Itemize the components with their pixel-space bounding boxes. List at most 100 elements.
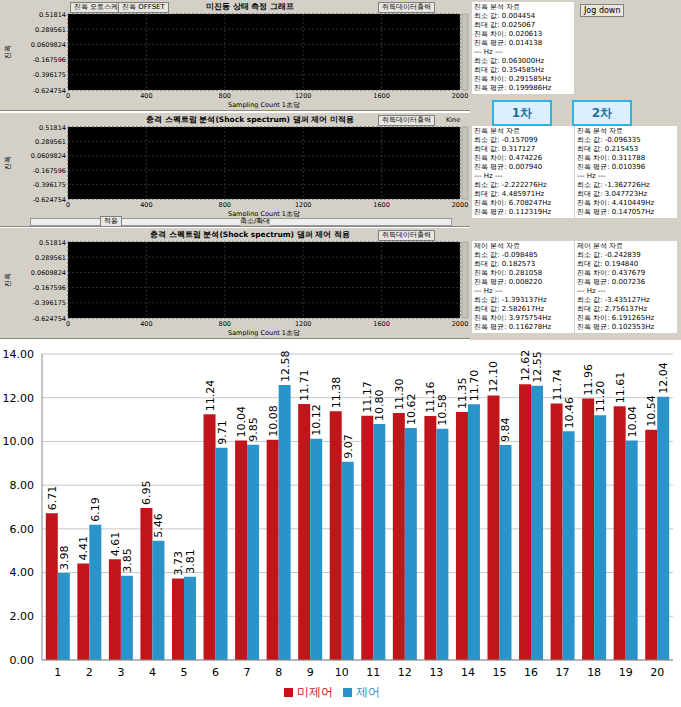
svg-text:11: 11 <box>366 666 380 679</box>
svg-text:11.20: 11.20 <box>594 381 607 413</box>
svg-text:6.19: 6.19 <box>89 497 102 522</box>
svg-text:-0.624754: -0.624754 <box>33 315 66 323</box>
svg-text:-0.396175: -0.396175 <box>33 181 66 189</box>
svg-text:0.0609824: 0.0609824 <box>31 152 66 160</box>
svg-text:12.04: 12.04 <box>657 362 670 394</box>
svg-text:20: 20 <box>650 666 664 679</box>
svg-text:12.00: 12.00 <box>8 392 34 405</box>
svg-text:0.289561: 0.289561 <box>35 26 66 34</box>
svg-text:3.85: 3.85 <box>121 548 134 573</box>
svg-text:8: 8 <box>275 666 282 679</box>
svg-text:-0.167596: -0.167596 <box>33 167 66 175</box>
svg-text:6: 6 <box>212 666 219 679</box>
svg-text:Sampling Count 1초당: Sampling Count 1초당 <box>228 101 300 109</box>
svg-text:1200: 1200 <box>295 320 312 328</box>
svg-text:2.00: 2.00 <box>10 610 35 623</box>
svg-text:16: 16 <box>524 666 538 679</box>
svg-text:0.51814: 0.51814 <box>39 124 66 132</box>
svg-text:400: 400 <box>140 92 152 100</box>
svg-text:-0.396175: -0.396175 <box>33 299 66 307</box>
svg-text:6.95: 6.95 <box>140 481 153 506</box>
svg-text:6.00: 6.00 <box>10 523 35 536</box>
svg-text:800: 800 <box>219 92 231 100</box>
svg-text:2000: 2000 <box>452 320 469 328</box>
svg-text:0.51814: 0.51814 <box>39 11 66 19</box>
svg-text:1600: 1600 <box>373 92 390 100</box>
svg-text:4.00: 4.00 <box>10 566 35 579</box>
svg-text:진폭: 진폭 <box>8 156 12 170</box>
svg-text:2: 2 <box>86 666 93 679</box>
svg-text:0: 0 <box>66 92 70 100</box>
svg-text:19: 19 <box>619 666 633 679</box>
svg-text:10.80: 10.80 <box>373 389 386 421</box>
svg-text:0.0609824: 0.0609824 <box>31 269 66 277</box>
svg-text:Sampling Count 1초당: Sampling Count 1초당 <box>228 329 300 337</box>
svg-text:7: 7 <box>244 666 251 679</box>
svg-text:8.00: 8.00 <box>10 479 35 492</box>
svg-text:10.54: 10.54 <box>645 395 658 427</box>
svg-text:1200: 1200 <box>295 92 312 100</box>
svg-text:진폭: 진폭 <box>8 45 12 59</box>
svg-text:10.12: 10.12 <box>310 404 323 436</box>
svg-text:6.71: 6.71 <box>46 486 59 511</box>
svg-text:14.00: 14.00 <box>8 348 34 361</box>
svg-text:진폭: 진폭 <box>8 273 12 287</box>
svg-text:0.289561: 0.289561 <box>35 138 66 146</box>
svg-text:0.0609824: 0.0609824 <box>31 41 66 49</box>
svg-text:11.38: 11.38 <box>330 377 343 409</box>
svg-text:15: 15 <box>492 666 506 679</box>
svg-text:3: 3 <box>117 666 124 679</box>
svg-text:12.58: 12.58 <box>279 351 292 383</box>
svg-text:400: 400 <box>140 201 152 209</box>
svg-text:12.10: 12.10 <box>487 361 500 392</box>
svg-text:1600: 1600 <box>373 201 390 209</box>
svg-text:5: 5 <box>180 666 187 679</box>
svg-text:400: 400 <box>140 320 152 328</box>
svg-text:-0.167596: -0.167596 <box>33 56 66 64</box>
svg-text:4: 4 <box>149 666 156 679</box>
svg-text:1200: 1200 <box>295 201 312 209</box>
svg-text:0.289561: 0.289561 <box>35 254 66 262</box>
svg-text:12.55: 12.55 <box>531 351 544 383</box>
svg-text:9.84: 9.84 <box>499 417 512 441</box>
svg-text:5.46: 5.46 <box>152 513 165 538</box>
svg-text:11.61: 11.61 <box>614 372 627 404</box>
svg-text:0.51814: 0.51814 <box>39 239 66 247</box>
svg-text:11.74: 11.74 <box>551 369 564 401</box>
svg-text:-0.624754: -0.624754 <box>33 196 66 204</box>
svg-text:14: 14 <box>461 666 475 679</box>
svg-text:0: 0 <box>66 201 70 209</box>
svg-text:9.71: 9.71 <box>216 420 229 445</box>
svg-text:10.00: 10.00 <box>8 435 34 448</box>
svg-text:1600: 1600 <box>373 320 390 328</box>
svg-text:18: 18 <box>587 666 601 679</box>
svg-text:0.00: 0.00 <box>10 654 35 667</box>
svg-text:-0.167596: -0.167596 <box>33 284 66 292</box>
svg-text:11.71: 11.71 <box>298 370 311 402</box>
svg-text:10.04: 10.04 <box>626 406 639 438</box>
svg-text:2000: 2000 <box>452 92 469 100</box>
svg-text:10: 10 <box>335 666 349 679</box>
svg-text:13: 13 <box>429 666 443 679</box>
svg-text:9: 9 <box>307 666 314 679</box>
svg-text:10.62: 10.62 <box>405 393 418 425</box>
svg-text:3.81: 3.81 <box>184 549 197 574</box>
svg-text:3.98: 3.98 <box>58 546 71 571</box>
svg-text:800: 800 <box>219 320 231 328</box>
svg-text:10.46: 10.46 <box>563 397 576 429</box>
svg-text:-0.396175: -0.396175 <box>33 71 66 79</box>
svg-text:9.07: 9.07 <box>342 434 355 459</box>
svg-text:1: 1 <box>54 666 61 679</box>
svg-text:-0.624754: -0.624754 <box>33 87 66 95</box>
svg-text:4.41: 4.41 <box>77 536 90 561</box>
svg-text:10.08: 10.08 <box>267 405 280 437</box>
svg-text:10.58: 10.58 <box>436 394 449 426</box>
svg-text:11.70: 11.70 <box>468 370 481 402</box>
svg-text:0: 0 <box>66 320 70 328</box>
svg-text:9.85: 9.85 <box>247 417 260 442</box>
svg-text:17: 17 <box>556 666 570 679</box>
svg-text:2000: 2000 <box>452 201 469 209</box>
svg-text:800: 800 <box>219 201 231 209</box>
svg-text:11.24: 11.24 <box>204 380 217 412</box>
svg-text:12: 12 <box>398 666 412 679</box>
